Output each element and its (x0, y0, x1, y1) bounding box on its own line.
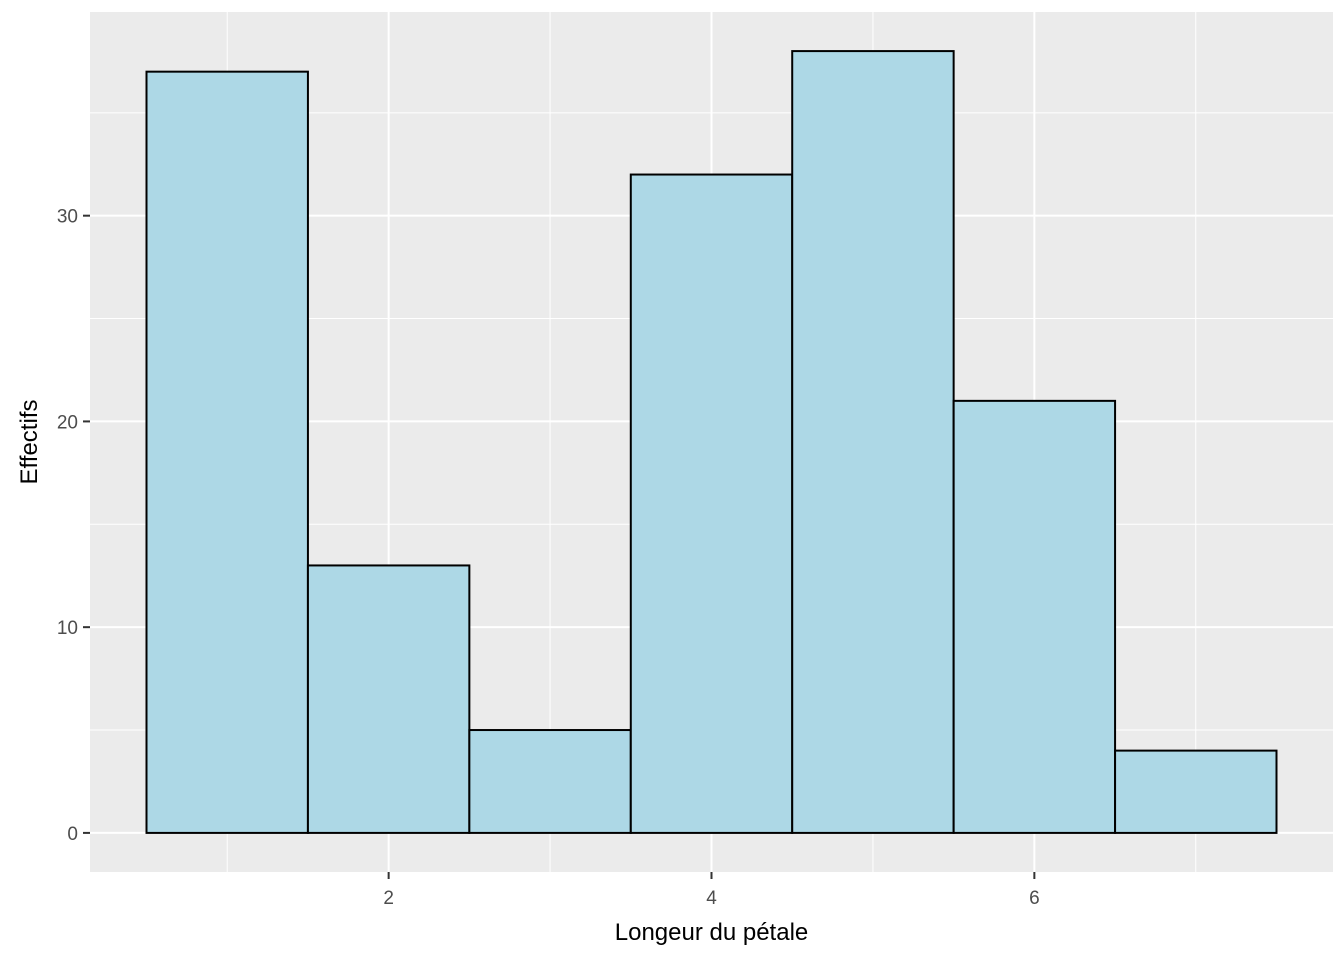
histogram-bar (791, 50, 955, 834)
x-tick-label: 2 (383, 888, 394, 909)
x-axis: 2 4 6 (383, 872, 1040, 909)
y-axis: 0 10 20 30 (57, 207, 90, 845)
histogram-bar (1114, 749, 1278, 834)
y-tick-label: 0 (67, 824, 78, 845)
histogram-bar (629, 173, 794, 834)
histogram-bar (306, 564, 471, 834)
x-tick-label: 4 (706, 888, 717, 909)
histogram-bar (145, 70, 309, 834)
y-tick-label: 10 (57, 618, 78, 639)
histogram-bars (145, 50, 1278, 834)
y-axis-title: Effectifs (16, 400, 43, 485)
x-axis-title: Longeur du pétale (615, 919, 809, 946)
x-tick-label: 6 (1029, 888, 1040, 909)
histogram-bar (952, 399, 1117, 834)
y-tick-label: 30 (57, 207, 78, 228)
histogram-bar (468, 729, 632, 834)
y-tick-label: 20 (57, 412, 78, 433)
